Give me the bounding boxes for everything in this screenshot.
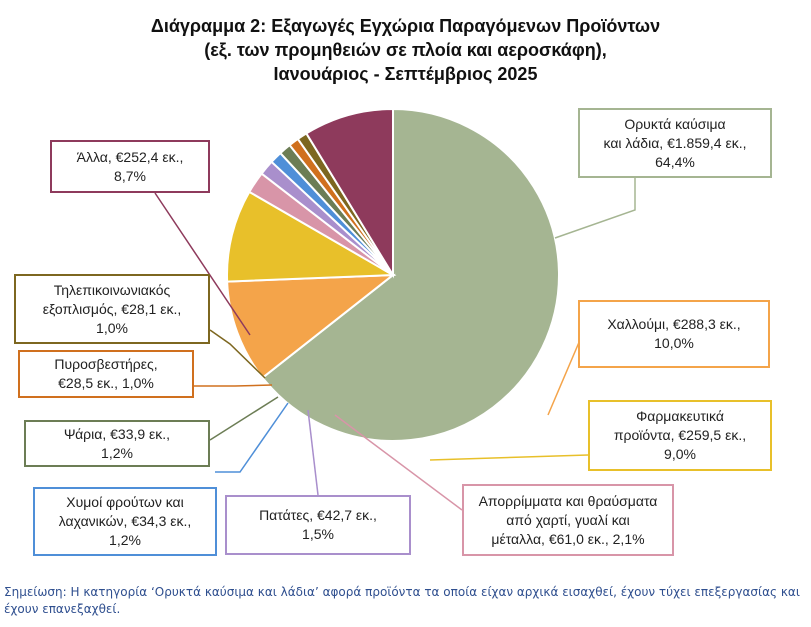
data-label-waste: Απορρίμματα και θραύσματα από χαρτί, γυα… <box>462 484 674 556</box>
pie-slice-pharma <box>226 190 397 283</box>
data-label-potatoes: Πατάτες, €42,7 εκ., 1,5% <box>225 495 411 555</box>
pie-slice-other <box>304 107 394 279</box>
leader-line-telecom <box>209 329 266 379</box>
leader-line-halloumi <box>547 339 581 416</box>
leader-line-pharma <box>429 454 589 461</box>
leader-line-extinguishers <box>194 384 273 387</box>
leader-line-other <box>154 192 251 336</box>
data-label-fuels: Ορυκτά καύσιμα και λάδια, €1.859,4 εκ., … <box>578 108 772 178</box>
leader-line-potatoes <box>307 409 319 496</box>
data-label-telecom: Τηλεπικοινωνιακός εξοπλισμός, €28,1 εκ.,… <box>14 274 210 344</box>
data-label-juices: Χυμοί φρούτων και λαχανικών, €34,3 εκ., … <box>33 487 217 556</box>
data-label-other: Άλλα, €252,4 εκ., 8,7% <box>50 140 210 193</box>
chart-title-line-3: Ιανουάριος - Σεπτέμβριος 2025 <box>273 64 538 84</box>
chart-area: Διάγραμμα 2: Εξαγωγές Εγχώρια Παραγόμενω… <box>0 14 811 556</box>
pie-slice-halloumi <box>226 273 397 380</box>
data-label-extinguishers: Πυροσβεστήρες, €28,5 εκ., 1,0% <box>18 350 194 398</box>
footnote: Σημείωση: Η κατηγορία ‘Ορυκτά καύσιμα κα… <box>4 585 800 616</box>
chart-title-line-1: Διάγραμμα 2: Εξαγωγές Εγχώρια Παραγόμενω… <box>150 16 661 36</box>
chart-title: Διάγραμμα 2: Εξαγωγές Εγχώρια Παραγόμενω… <box>0 14 811 86</box>
leader-line-juices <box>215 402 289 473</box>
chart-title-line-2: (εξ. των προμηθειών σε πλοία και αεροσκά… <box>204 40 607 60</box>
data-label-fish: Ψάρια, €33,9 εκ., 1,2% <box>24 420 210 467</box>
data-label-halloumi: Χαλλούμι, €288,3 εκ., 10,0% <box>578 300 770 368</box>
leader-line-fuels <box>554 178 636 239</box>
leader-line-waste <box>334 414 463 511</box>
data-label-pharma: Φαρμακευτικά προϊόντα, €259,5 εκ., 9,0% <box>588 400 772 471</box>
pie-slice-fuels <box>261 107 560 442</box>
leader-line-fish <box>209 396 279 441</box>
